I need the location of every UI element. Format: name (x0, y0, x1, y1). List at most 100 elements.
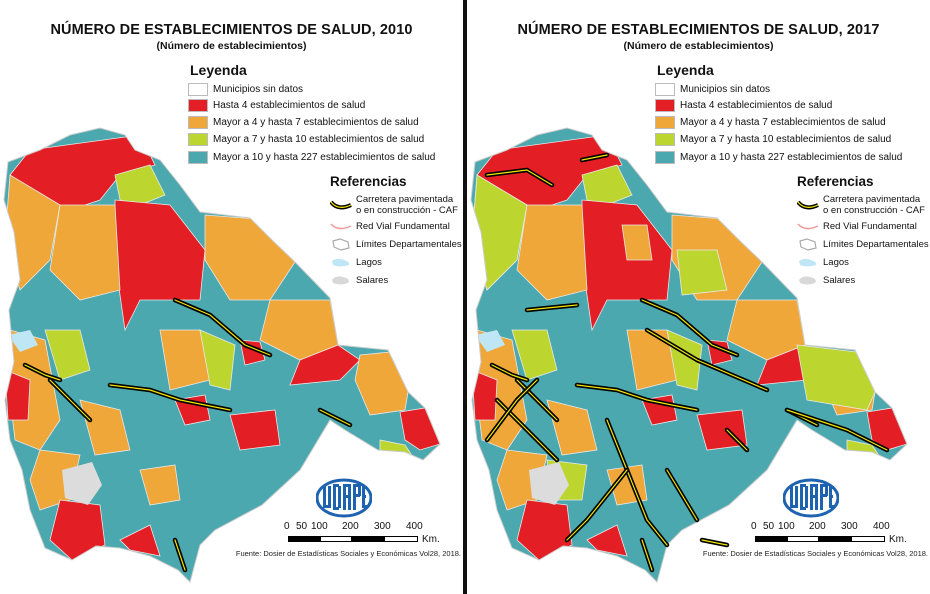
municipality-region (866, 407, 907, 451)
lake-icon (332, 258, 350, 267)
legend-label: Mayor a 10 y hasta 227 establecimientos … (680, 151, 903, 163)
reference-department-boundary: Límites Departamentales (797, 237, 929, 251)
paved-road (581, 154, 608, 161)
scale-tick: 50 (763, 521, 775, 532)
municipality-region (676, 249, 728, 296)
reference-department-boundary: Límites Departamentales (330, 237, 462, 251)
municipality-region (139, 464, 181, 506)
scale-tick: 300 (841, 521, 858, 532)
legend-label: Mayor a 7 y hasta 10 establecimientos de… (680, 133, 892, 145)
reference-lakes: Lagos (797, 256, 849, 268)
scale-tick: 100 (311, 521, 328, 532)
scale-bar: 0 50 100 200 300 400 Km. (747, 521, 927, 551)
fundamental-road-icon (330, 223, 352, 230)
paved-road (174, 299, 271, 356)
scale-tick: 200 (809, 521, 826, 532)
paved-road (491, 364, 528, 381)
scale-segment (352, 536, 384, 542)
legend-label: Municipios sin datos (680, 83, 771, 95)
scale-tick: 0 (751, 521, 757, 532)
country-outline (470, 127, 908, 583)
paved-road (526, 304, 578, 311)
reference-label: Salares (823, 274, 856, 286)
legend-swatch (188, 132, 208, 146)
municipality-region (546, 399, 598, 456)
reference-salt-flats: Salares (330, 274, 388, 286)
reference-paved-road: Carretera pavimentada o en construcción -… (330, 194, 458, 216)
reference-label: Carretera pavimentada (356, 194, 454, 205)
department-boundary-icon (332, 238, 350, 251)
legend-item-7-to-10: Mayor a 7 y hasta 10 establecimientos de… (188, 132, 424, 146)
paved-road (666, 469, 698, 521)
paved-road (576, 384, 698, 411)
legend-swatch (655, 82, 675, 96)
reference-label: Límites Departamentales (823, 238, 929, 250)
scale-tick: 400 (406, 521, 423, 532)
reference-label: o en construcción - CAF (823, 205, 925, 216)
scale-segment (851, 536, 885, 542)
municipality-region (44, 329, 91, 381)
legend-title: Leyenda (657, 62, 714, 78)
legend-label: Mayor a 10 y hasta 227 establecimientos … (213, 151, 436, 163)
reference-label: o en construcción - CAF (356, 205, 458, 216)
legend-item-up-to-4: Hasta 4 establecimientos de salud (188, 98, 365, 112)
salt-flat-icon (799, 276, 816, 285)
paved-road (49, 379, 91, 421)
scale-segment (819, 536, 851, 542)
udape-logo (783, 478, 839, 518)
references-title: Referencias (797, 174, 874, 189)
paved-road (641, 539, 653, 571)
legend-swatch (655, 98, 675, 112)
paved-road-icon (797, 200, 819, 210)
legend-swatch (188, 150, 208, 164)
municipality-region (4, 369, 31, 421)
scale-unit: Km. (422, 534, 440, 545)
legend-label: Municipios sin datos (213, 83, 304, 95)
legend-item-7-to-10: Mayor a 7 y hasta 10 establecimientos de… (655, 132, 891, 146)
legend-label: Mayor a 4 y hasta 7 establecimientos de … (213, 116, 419, 128)
legend-swatch (655, 115, 675, 129)
municipality-region (114, 164, 166, 206)
municipality-region (511, 329, 558, 381)
paved-road (516, 379, 558, 421)
scale-tick: 200 (342, 521, 359, 532)
reference-label: Carretera pavimentada (823, 194, 921, 205)
paved-road (701, 539, 728, 546)
map-title: NÚMERO DE ESTABLECIMIENTOS DE SALUD, 201… (50, 22, 413, 38)
map-subtitle: (Número de establecimientos) (623, 40, 774, 52)
scale-unit: Km. (889, 534, 907, 545)
municipality-region (516, 204, 588, 301)
choropleth-map (3, 127, 441, 583)
legend-label: Hasta 4 establecimientos de salud (213, 99, 366, 111)
paved-road (174, 539, 186, 571)
reference-label: Límites Departamentales (356, 238, 462, 250)
municipality-region (471, 369, 498, 421)
legend-item-10-to-227: Mayor a 10 y hasta 227 establecimientos … (655, 150, 902, 164)
municipality-region (119, 524, 161, 557)
legend-item-no-data: Municipios sin datos (188, 82, 303, 96)
lake (8, 330, 38, 352)
map-panel-2017: NÚMERO DE ESTABLECIMIENTOS DE SALUD, 201… (467, 0, 930, 594)
reference-label: Red Vial Fundamental (356, 220, 450, 232)
scale-segment (320, 536, 352, 542)
reference-label: Lagos (356, 256, 382, 268)
legend-swatch (188, 82, 208, 96)
municipality-region (199, 329, 236, 391)
reference-lakes: Lagos (330, 256, 382, 268)
scale-bar: 0 50 100 200 300 400 Km. (280, 521, 460, 551)
scale-tick: 0 (284, 521, 290, 532)
lake-icon (799, 258, 817, 267)
lake (475, 330, 505, 352)
map-subtitle: (Número de establecimientos) (156, 40, 307, 52)
reference-paved-road: Carretera pavimentada o en construcción -… (797, 194, 925, 216)
map-panel-2010: NÚMERO DE ESTABLECIMIENTOS DE SALUD, 201… (0, 0, 463, 594)
paved-road (109, 384, 231, 411)
scale-segment (288, 536, 320, 542)
scale-tick: 400 (873, 521, 890, 532)
legend-swatch (188, 98, 208, 112)
municipality-region (399, 407, 440, 451)
municipality-region (796, 344, 876, 411)
paved-road (319, 409, 351, 426)
paved-road (786, 409, 888, 451)
reference-label: Salares (356, 274, 389, 286)
